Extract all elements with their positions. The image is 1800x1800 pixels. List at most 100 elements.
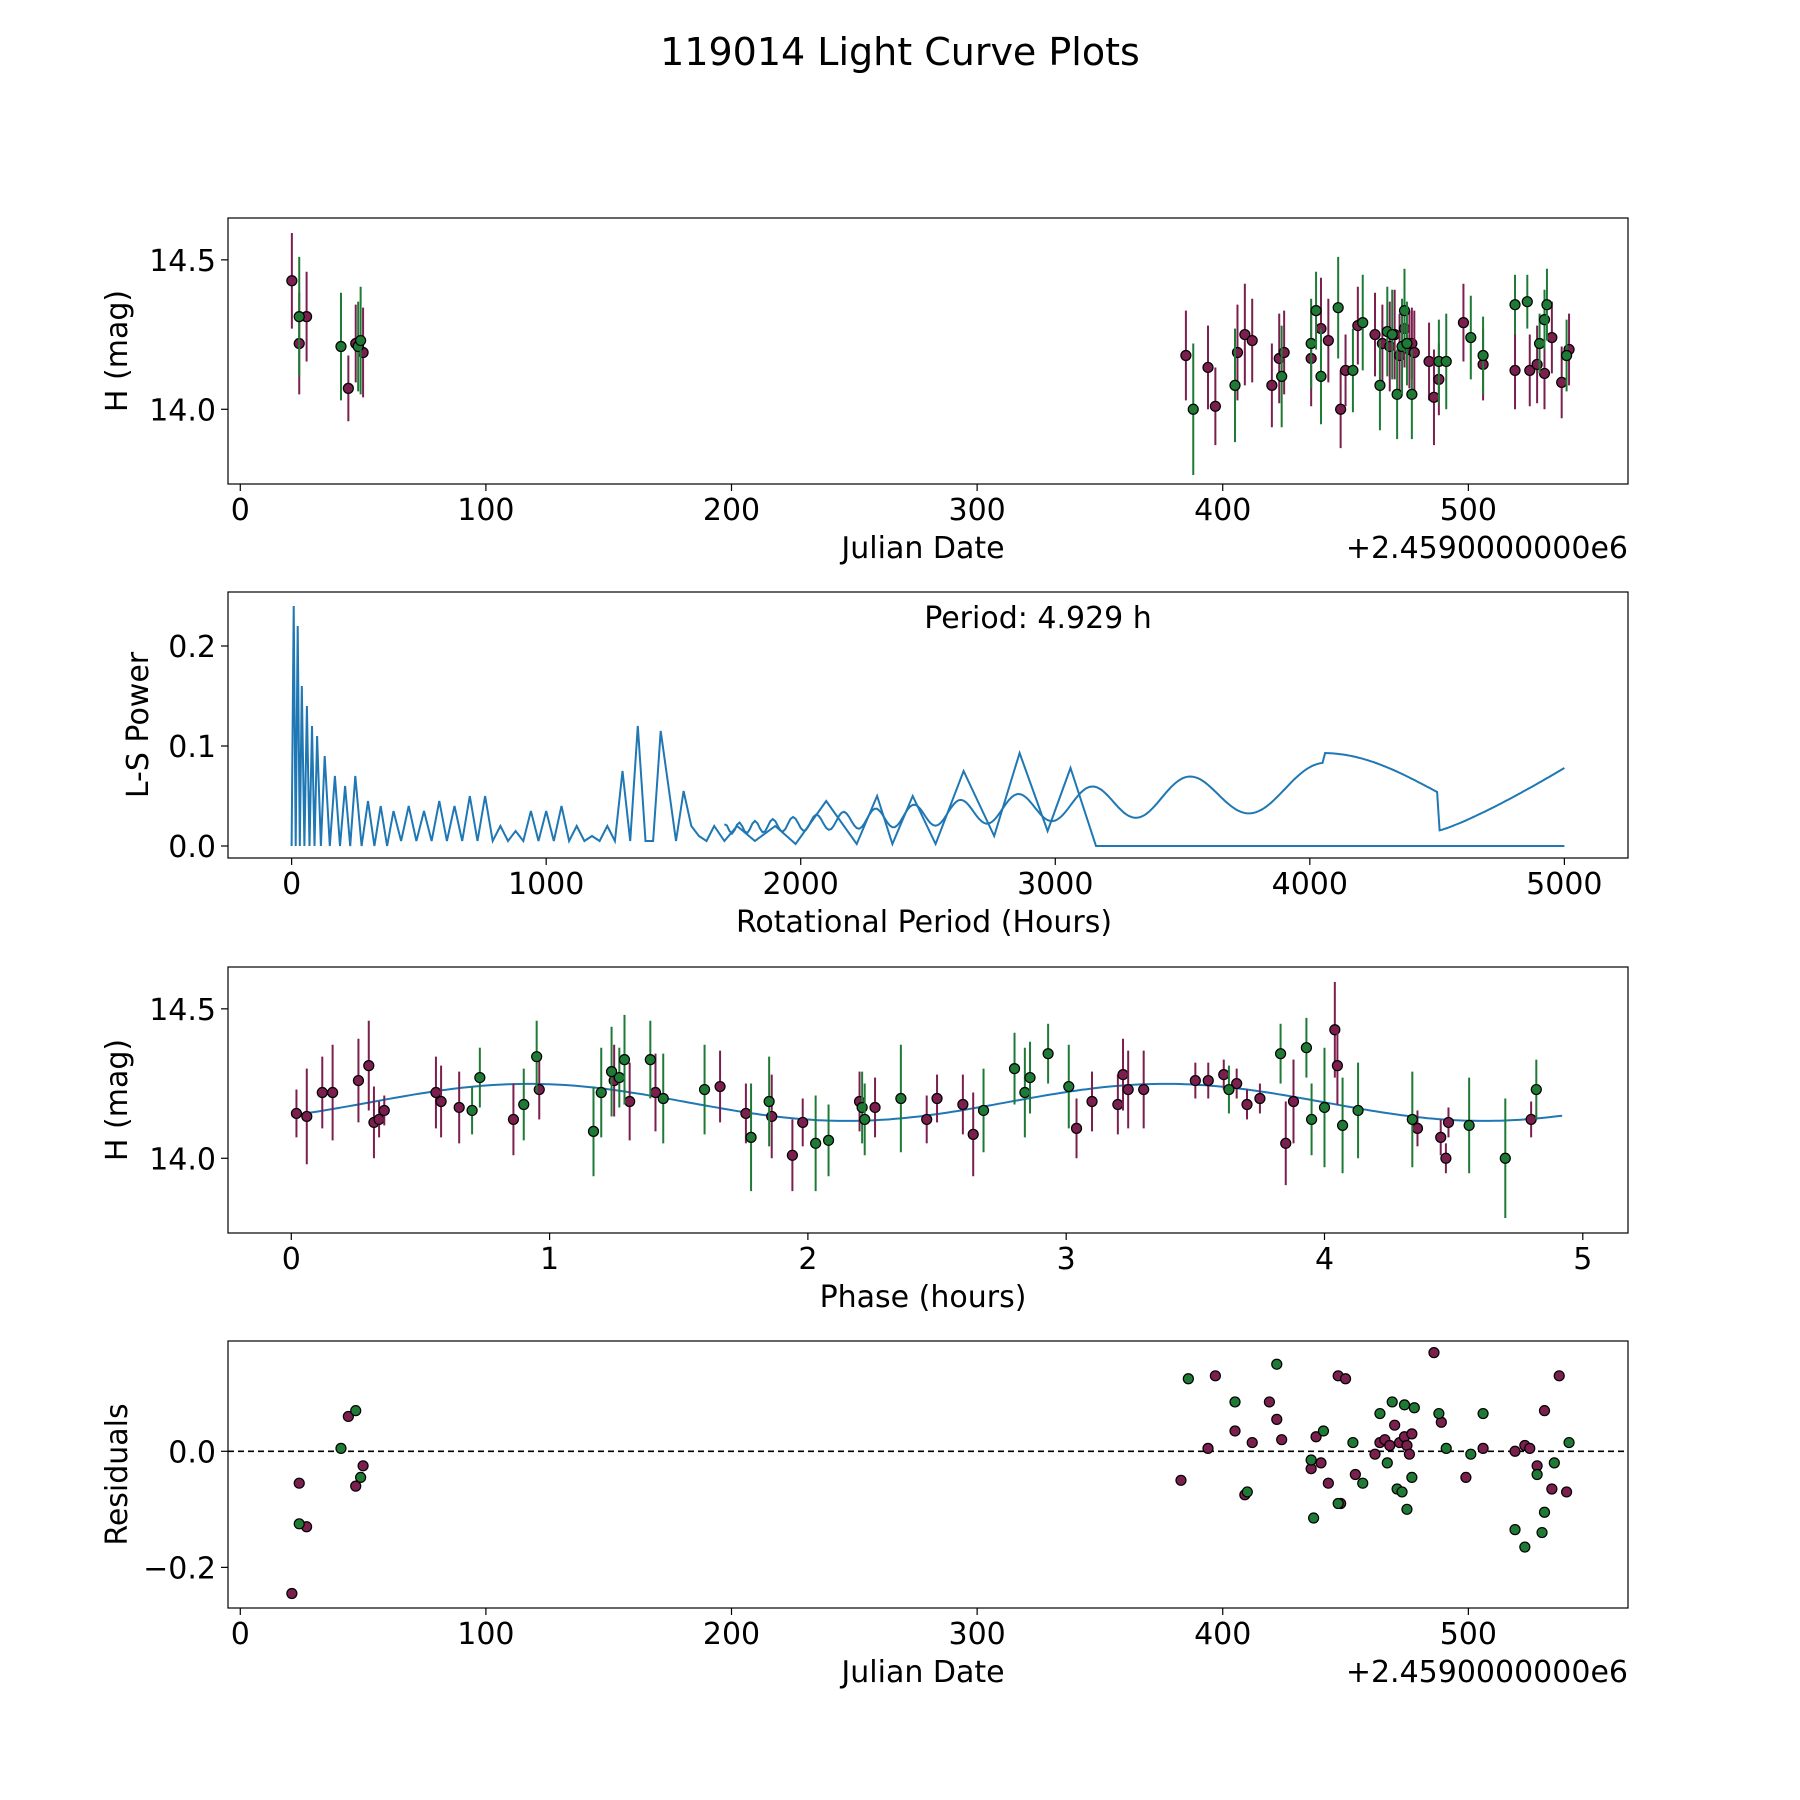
- data-point: [342, 1410, 354, 1423]
- data-point: [644, 1054, 656, 1066]
- series-g: [466, 1014, 1542, 1219]
- x-tick-label: 4: [1315, 1242, 1334, 1277]
- data-point: [859, 1113, 871, 1126]
- data-point: [977, 1104, 990, 1117]
- x-offset-label: +2.4590000000e6: [1346, 531, 1628, 566]
- data-point: [1335, 403, 1347, 415]
- data-point: [1538, 367, 1551, 380]
- data-point: [1548, 1457, 1560, 1469]
- data-point: [1274, 1048, 1287, 1060]
- data-point: [1538, 1405, 1551, 1417]
- x-axis-label: Phase (hours): [820, 1280, 1027, 1315]
- data-point: [350, 1480, 362, 1492]
- data-point: [1477, 1407, 1489, 1420]
- data-point: [1435, 1131, 1447, 1143]
- data-point: [290, 1107, 303, 1120]
- series-g: [293, 1358, 1575, 1553]
- data-point: [1223, 1083, 1235, 1096]
- data-point: [1246, 1436, 1258, 1449]
- data-point: [1266, 379, 1278, 391]
- x-tick-label: 200: [703, 493, 760, 528]
- data-point: [1187, 403, 1199, 415]
- axes-frame: [227, 966, 1629, 1234]
- data-point: [1332, 1497, 1344, 1510]
- data-point: [1406, 1113, 1418, 1126]
- panel-residuals: 0 100 200 300 400 500 −0.2 0.0 Julian Date Residu…: [100, 1340, 1629, 1690]
- y-tick-label: 0.2: [168, 630, 216, 665]
- data-point: [1019, 1086, 1031, 1099]
- x-tick-label: 1000: [508, 867, 584, 902]
- data-point: [1280, 1137, 1292, 1149]
- data-point: [1546, 331, 1558, 344]
- data-point: [1403, 1448, 1416, 1460]
- data-point: [1531, 358, 1543, 371]
- data-point: [355, 1471, 367, 1484]
- data-point: [1440, 1442, 1452, 1454]
- data-point: [1538, 1506, 1551, 1518]
- y-axis-label: H (mag): [100, 290, 135, 412]
- data-point: [1556, 376, 1568, 388]
- data-point: [1042, 1048, 1054, 1060]
- data-point: [1440, 1152, 1452, 1164]
- data-point: [1428, 391, 1440, 403]
- data-point: [967, 1128, 979, 1140]
- data-point: [1322, 1477, 1334, 1489]
- x-tick-label: 3: [1057, 1242, 1076, 1277]
- data-point: [1463, 1119, 1475, 1132]
- data-point: [355, 334, 367, 347]
- data-point: [618, 1054, 631, 1066]
- data-point: [1229, 1396, 1241, 1408]
- data-point: [1239, 328, 1251, 341]
- data-point: [453, 1101, 465, 1114]
- data-point: [1406, 1471, 1418, 1484]
- data-point: [335, 340, 347, 353]
- data-point: [763, 1095, 775, 1108]
- series-r: [286, 232, 1575, 449]
- data-point: [1530, 1083, 1542, 1096]
- data-point: [1538, 314, 1551, 326]
- data-point: [1509, 299, 1521, 311]
- panel-periodogram: Period: 4.929 h 0 1000 2000 3000 4000 5000 0.0 0…: [121, 591, 1629, 940]
- data-point: [1347, 364, 1359, 377]
- data-point: [1339, 1373, 1352, 1385]
- data-point: [1310, 305, 1322, 317]
- data-point: [1477, 1442, 1489, 1454]
- data-point: [293, 1477, 305, 1489]
- plot-area: [228, 1347, 1628, 1600]
- x-tick-label: 0: [231, 493, 250, 528]
- data-point: [1271, 1358, 1283, 1370]
- data-point: [301, 1110, 313, 1123]
- data-point: [1357, 317, 1369, 329]
- y-axis-label: L-S Power: [121, 651, 156, 798]
- data-point: [1332, 302, 1344, 314]
- data-point: [1519, 1541, 1531, 1553]
- data-point: [327, 1086, 339, 1099]
- data-point: [1357, 1477, 1369, 1489]
- data-point: [1428, 1347, 1440, 1359]
- plot-area: [290, 981, 1563, 1219]
- data-point: [518, 1098, 530, 1111]
- data-point: [1533, 337, 1546, 350]
- data-point: [1536, 1526, 1548, 1539]
- data-point: [1278, 346, 1290, 359]
- data-point: [1117, 1068, 1129, 1081]
- data-point: [1024, 1071, 1036, 1084]
- plot-area: [290, 605, 1565, 847]
- y-tick-label: −0.2: [143, 1551, 216, 1586]
- data-point: [931, 1092, 943, 1105]
- data-point: [698, 1083, 711, 1096]
- data-point: [1202, 1442, 1214, 1454]
- series-g: [293, 256, 1573, 476]
- data-point: [1175, 1474, 1187, 1486]
- x-tick-label: 0: [282, 867, 301, 902]
- data-point: [357, 1460, 369, 1472]
- axes-frame: [227, 591, 1629, 859]
- data-point: [1398, 305, 1411, 317]
- data-point: [1389, 1419, 1401, 1431]
- data-point: [714, 1080, 726, 1093]
- data-point: [1374, 379, 1386, 391]
- data-point: [1499, 1152, 1511, 1164]
- data-point: [1305, 337, 1317, 350]
- x-tick-label: 4000: [1272, 867, 1348, 902]
